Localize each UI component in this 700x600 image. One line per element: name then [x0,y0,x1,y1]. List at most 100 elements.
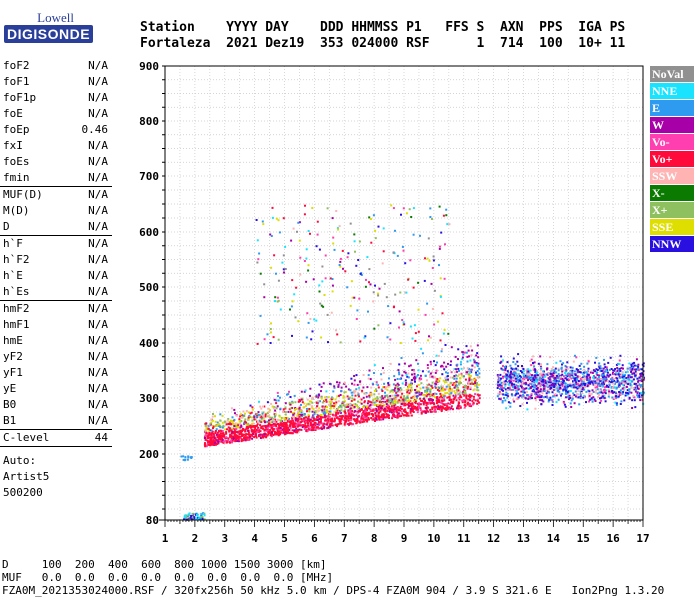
echo-pixel [225,423,228,426]
echo-pixel [371,400,374,403]
echo-pixel [570,373,573,376]
echo-pixel [377,386,380,389]
echo-pixel [298,407,301,410]
echo-pixel [596,392,599,395]
echo-pixel [547,386,550,389]
echo-pixel [552,381,555,384]
echo-pixel [355,414,358,417]
echo-pixel [464,386,467,389]
echo-pixel [286,393,288,396]
echo-pixel [548,391,551,394]
echo-pixel [621,387,624,390]
echo-pixel [627,374,630,377]
echo-pixel [277,219,280,222]
echo-pixel [273,398,276,401]
echo-pixel [535,387,538,390]
echo-pixel [396,416,399,419]
echo-pixel [601,374,604,377]
echo-pixel [448,393,451,396]
echo-pixel [253,414,256,417]
echo-pixel [184,456,187,459]
echo-pixel [578,364,581,367]
echo-pixel [554,388,557,391]
echo-pixel [309,232,311,235]
echo-pixel [440,389,443,392]
echo-pixel [398,363,401,366]
echo-pixel [255,219,258,221]
echo-pixel [338,422,341,425]
echo-pixel [585,375,588,378]
echo-pixel [497,384,499,387]
echo-pixel [602,372,605,375]
echo-pixel [477,362,480,365]
echo-pixel [230,437,233,440]
echo-pixel [436,389,439,391]
echo-pixel [261,435,264,438]
echo-pixel [329,425,332,428]
echo-pixel [450,405,453,408]
echo-pixel [266,427,269,429]
echo-pixel [574,379,576,382]
echo-pixel [259,414,261,417]
echo-pixel [441,396,444,399]
echo-pixel [227,437,230,440]
echo-pixel [510,384,513,387]
echo-pixel [563,381,566,384]
echo-pixel [225,431,228,434]
echo-pixel [562,381,564,384]
echo-pixel [276,430,279,433]
echo-pixel [454,355,457,358]
echo-pixel [452,408,454,411]
echo-pixel [212,443,215,446]
echo-pixel [517,396,520,399]
echo-pixel [608,383,611,386]
echo-pixel [570,396,573,399]
echo-pixel [636,384,639,387]
echo-pixel [398,399,401,402]
echo-pixel [427,410,429,413]
echo-pixel [368,268,371,271]
echo-pixel [216,424,219,427]
echo-pixel [245,427,248,430]
echo-pixel [221,429,224,432]
echo-pixel [354,394,357,397]
echo-pixel [358,388,361,391]
echo-pixel [612,391,614,394]
echo-pixel [550,368,553,370]
echo-pixel [361,389,364,392]
echo-pixel [376,398,379,400]
echo-pixel [497,377,500,379]
echo-pixel [586,378,589,381]
echo-pixel [452,401,455,404]
echo-pixel [530,377,533,380]
echo-pixel [342,400,345,403]
echo-pixel [437,387,440,390]
echo-pixel [337,400,340,403]
echo-pixel [557,383,560,386]
echo-pixel [504,399,507,402]
echo-pixel [413,407,416,410]
echo-pixel [263,338,266,341]
echo-pixel [392,251,395,254]
echo-pixel [558,390,561,393]
x-tick-label: 7 [341,532,348,545]
echo-pixel [474,380,477,383]
echo-pixel [231,427,234,430]
echo-pixel [368,216,371,219]
echo-pixel [454,383,456,386]
echo-pixel [410,386,413,389]
echo-pixel [386,406,389,409]
echo-pixel [270,266,273,269]
echo-pixel [453,382,456,385]
echo-pixel [450,388,453,391]
echo-pixel [234,423,237,426]
echo-pixel [280,416,283,419]
echo-pixel [515,367,518,370]
param-name: foEs [3,155,30,168]
echo-pixel [622,378,625,381]
echo-pixel [239,415,242,418]
param-name: hmE [3,334,23,347]
echo-pixel [405,373,408,376]
echo-pixel [464,401,467,404]
